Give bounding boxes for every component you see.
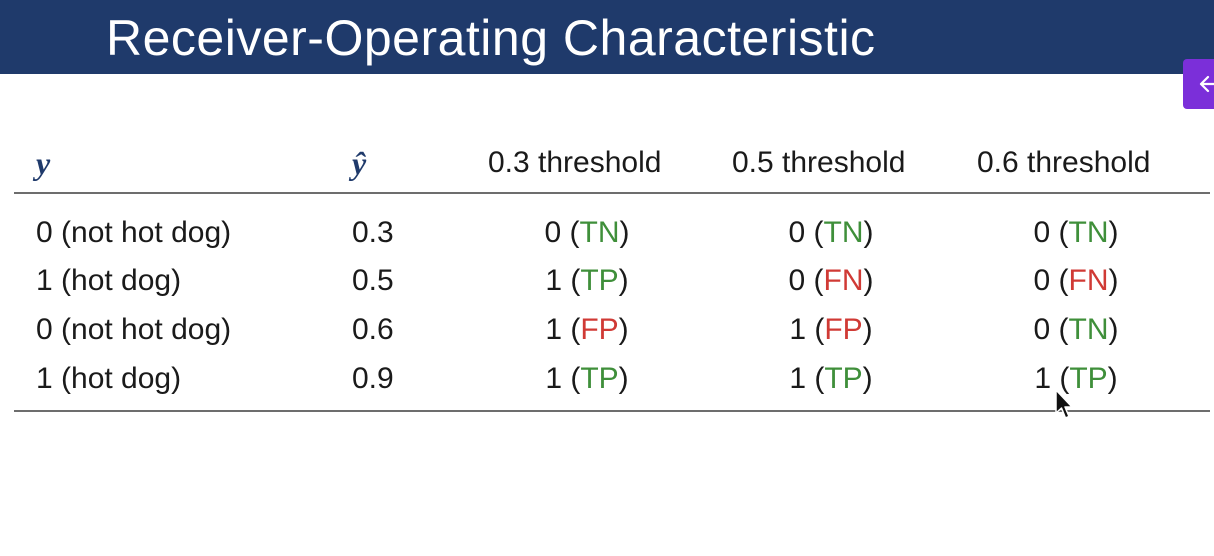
row-2-y: 1 (hot dog)	[36, 264, 182, 297]
row-1-y: 0 (not hot dog)	[36, 216, 232, 249]
row-4-threshold-0-3: 1 (TP)	[545, 362, 629, 395]
side-panel-tab[interactable]	[1183, 59, 1214, 109]
row-4-threshold-0-5: 1 (TP)	[789, 362, 873, 395]
row-4-y: 1 (hot dog)	[36, 362, 182, 395]
row-1-threshold-0-5: 0 (TN)	[788, 216, 874, 249]
row-1-threshold-0-3: 0 (TN)	[544, 216, 630, 249]
row-2-threshold-0-5: 0 (FN)	[788, 264, 874, 297]
row-1-threshold-0-6: 0 (TN)	[1033, 216, 1119, 249]
arrow-left-icon	[1199, 75, 1214, 93]
row-2-y-hat: 0.5	[352, 264, 394, 297]
row-2-threshold-0-6: 0 (FN)	[1033, 264, 1119, 297]
row-3-y: 0 (not hot dog)	[36, 313, 232, 346]
header-y: y	[36, 145, 51, 181]
header-y-hat: ŷ	[352, 145, 367, 181]
table-top-rule	[14, 192, 1210, 194]
header-threshold-0-6: 0.6 threshold	[977, 146, 1151, 179]
row-1-y-hat: 0.3	[352, 216, 394, 249]
header-threshold-0-3: 0.3 threshold	[488, 146, 662, 179]
row-2-threshold-0-3: 1 (TP)	[545, 264, 629, 297]
slide-title: Receiver-Operating Characteristic	[106, 10, 876, 66]
row-3-threshold-0-6: 0 (TN)	[1033, 313, 1119, 346]
mouse-pointer-icon	[1055, 389, 1073, 419]
row-3-threshold-0-5: 1 (FP)	[789, 313, 873, 346]
row-4-threshold-0-6: 1 (TP)	[1034, 362, 1118, 395]
title-bar: Receiver-Operating Characteristic	[0, 0, 1214, 74]
row-4-y-hat: 0.9	[352, 362, 394, 395]
row-3-y-hat: 0.6	[352, 313, 394, 346]
table-bottom-rule	[14, 410, 1210, 412]
header-threshold-0-5: 0.5 threshold	[732, 146, 906, 179]
row-3-threshold-0-3: 1 (FP)	[545, 313, 629, 346]
